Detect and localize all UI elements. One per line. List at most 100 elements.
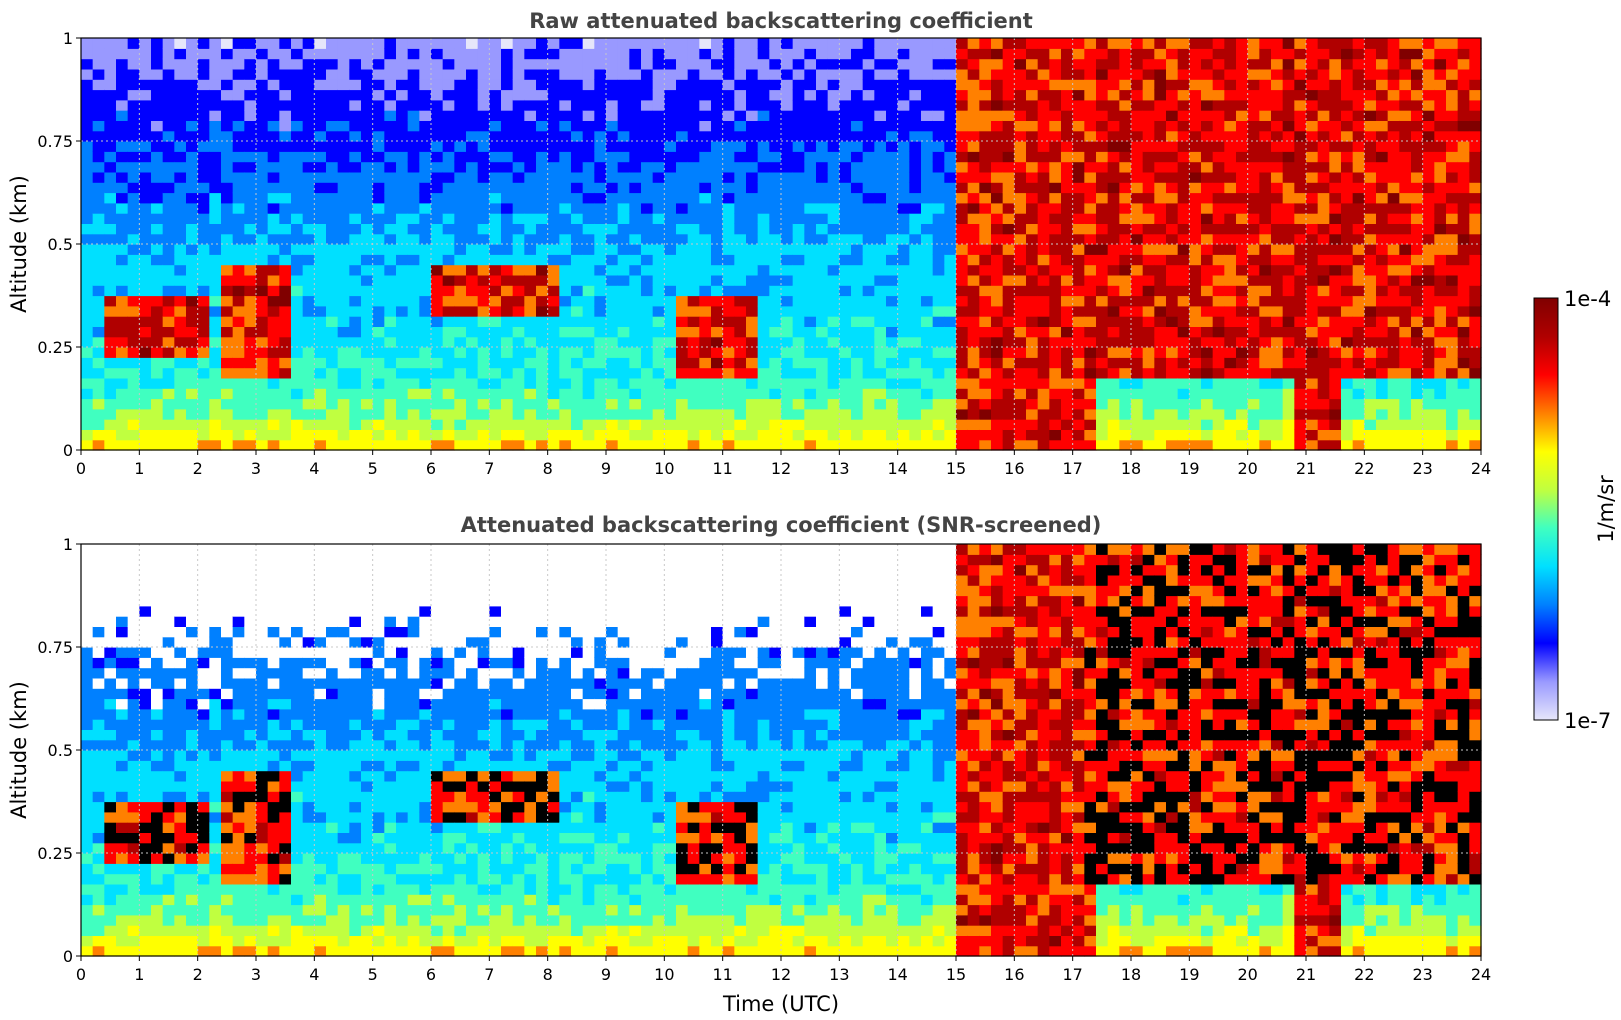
heatmap-cell xyxy=(664,388,677,400)
heatmap-cell xyxy=(792,58,805,70)
heatmap-cell xyxy=(559,58,572,70)
heatmap-cell xyxy=(1107,120,1120,132)
heatmap-cell xyxy=(816,316,829,327)
heatmap-cell xyxy=(909,398,922,410)
heatmap-cell xyxy=(1014,264,1027,276)
heatmap-cell xyxy=(792,141,805,152)
heatmap-cell xyxy=(711,295,724,307)
heatmap-cell xyxy=(781,99,794,111)
heatmap-cell xyxy=(676,285,689,297)
heatmap-cell xyxy=(1329,398,1342,410)
heatmap-cell xyxy=(1364,99,1377,111)
heatmap-cell xyxy=(384,264,397,276)
heatmap-cell xyxy=(104,192,117,204)
heatmap-cell xyxy=(209,357,222,369)
heatmap-cell xyxy=(1154,264,1167,276)
heatmap-cell xyxy=(851,316,864,327)
heatmap-cell xyxy=(1364,398,1377,410)
heatmap-cell xyxy=(174,388,187,400)
heatmap-cell xyxy=(536,326,549,338)
heatmap-cell xyxy=(886,244,899,255)
heatmap-cell xyxy=(571,439,584,451)
heatmap-cell xyxy=(664,120,677,132)
heatmap-cell xyxy=(92,367,105,379)
heatmap-cell xyxy=(314,192,327,204)
heatmap-cell xyxy=(512,305,525,317)
heatmap-cell xyxy=(419,316,432,327)
heatmap-cell xyxy=(1294,336,1307,348)
heatmap-cell xyxy=(256,151,269,163)
heatmap-cell xyxy=(1037,99,1050,111)
heatmap-cell xyxy=(1271,68,1284,80)
heatmap-cell xyxy=(617,130,630,142)
heatmap-cell xyxy=(757,285,770,297)
heatmap-cell xyxy=(221,99,234,111)
heatmap-cell xyxy=(477,398,490,410)
heatmap-cell xyxy=(361,120,374,132)
heatmap-cell xyxy=(209,38,222,49)
heatmap-cell xyxy=(932,347,945,358)
heatmap-cell xyxy=(1026,182,1039,194)
heatmap-cell xyxy=(256,161,269,173)
heatmap-cell xyxy=(746,161,759,173)
heatmap-cell xyxy=(1364,68,1377,80)
heatmap-cell xyxy=(442,244,455,255)
heatmap-cell xyxy=(442,171,455,183)
heatmap-cell xyxy=(641,408,654,420)
heatmap-cell xyxy=(571,68,584,80)
heatmap-cell xyxy=(921,89,934,101)
heatmap-cell xyxy=(886,408,899,420)
heatmap-cell xyxy=(1212,274,1225,286)
heatmap-cell xyxy=(652,68,665,80)
heatmap-cell xyxy=(1142,347,1155,358)
heatmap-cell xyxy=(722,151,735,163)
heatmap-cell xyxy=(1061,68,1074,80)
heatmap-cell xyxy=(571,336,584,348)
heatmap-cell xyxy=(1037,120,1050,132)
heatmap-cell xyxy=(932,38,945,49)
heatmap-cell xyxy=(1002,295,1015,307)
heatmap-cell xyxy=(851,120,864,132)
heatmap-cell xyxy=(711,264,724,276)
heatmap-cell xyxy=(676,347,689,358)
heatmap-cell xyxy=(1026,274,1039,286)
heatmap-cell xyxy=(1306,120,1319,132)
heatmap-cell xyxy=(209,161,222,173)
heatmap-cell xyxy=(1061,336,1074,348)
heatmap-cell xyxy=(1306,79,1319,91)
heatmap-cell xyxy=(197,367,210,379)
heatmap-cell xyxy=(862,223,875,235)
heatmap-cell xyxy=(1189,254,1202,266)
heatmap-cell xyxy=(1131,58,1144,70)
heatmap-cell xyxy=(256,347,269,358)
heatmap-cell xyxy=(256,295,269,307)
heatmap-cell xyxy=(361,439,374,451)
heatmap-cell xyxy=(279,223,292,235)
heatmap-cell xyxy=(1201,357,1214,369)
heatmap-cell xyxy=(139,326,152,338)
heatmap-cell xyxy=(734,347,747,358)
heatmap-cell xyxy=(1271,377,1284,389)
heatmap-cell xyxy=(1434,367,1447,379)
heatmap-cell xyxy=(1422,398,1435,410)
heatmap-cell xyxy=(1259,79,1272,91)
heatmap-cell xyxy=(932,254,945,266)
heatmap-cells xyxy=(81,38,1482,451)
heatmap-cell xyxy=(361,388,374,400)
heatmap-cell xyxy=(384,295,397,307)
heatmap-cell xyxy=(116,192,129,204)
heatmap-cell xyxy=(127,285,140,297)
heatmap-cell xyxy=(1247,171,1260,183)
heatmap-cell xyxy=(81,254,94,266)
heatmap-cell xyxy=(232,99,245,111)
heatmap-cell xyxy=(92,89,105,101)
heatmap-cell xyxy=(1189,202,1202,214)
heatmap-cell xyxy=(174,110,187,121)
heatmap-cell xyxy=(1282,99,1295,111)
heatmap-cell xyxy=(862,326,875,338)
heatmap-cell xyxy=(186,182,199,194)
heatmap-cell xyxy=(1131,99,1144,111)
heatmap-cell xyxy=(757,58,770,70)
heatmap-cell xyxy=(1084,429,1097,441)
heatmap-cell xyxy=(932,110,945,121)
